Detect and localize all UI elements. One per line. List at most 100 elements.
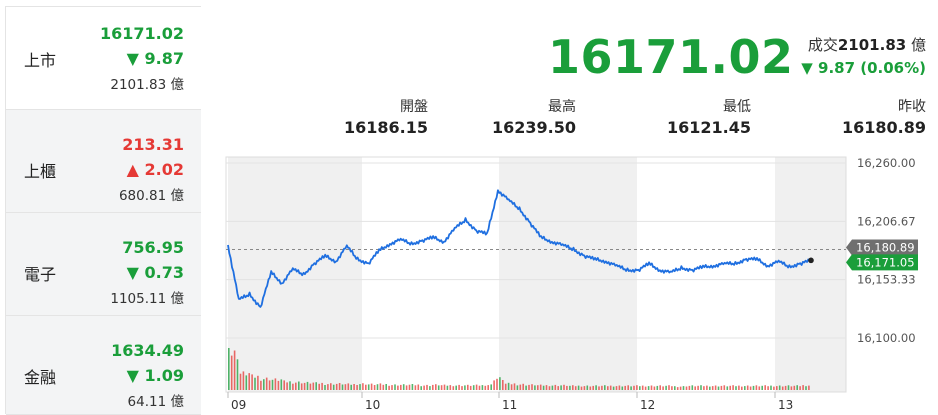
volume-bar [274, 378, 277, 390]
volume-bar [741, 386, 743, 390]
volume-bar [379, 383, 382, 390]
volume-bar [720, 385, 723, 390]
market-row-2[interactable]: 電子 756.95 ▼ 0.73 1105.11 億 [6, 213, 201, 316]
volume-bar [685, 386, 688, 390]
volume-bar [335, 383, 338, 390]
market-price: 16171.02 [99, 24, 184, 43]
volume-bar [691, 385, 694, 390]
volume-bar [429, 386, 431, 390]
volume-bar [586, 385, 589, 390]
volume-bar [531, 384, 533, 390]
volume-bar [496, 378, 498, 390]
stat-prev-close-value: 16180.89 [841, 118, 926, 137]
volume-bar [472, 385, 475, 390]
prev-close-tag: 16,180.89 [846, 239, 918, 256]
volume-bar [522, 383, 524, 390]
volume-bar [618, 385, 621, 390]
volume-bar [805, 386, 807, 390]
volume-bar [755, 385, 758, 390]
volume-bar [784, 385, 787, 390]
market-volume: 680.81 億 [118, 188, 184, 204]
volume-bar [682, 386, 685, 390]
volume-bar [475, 384, 478, 390]
market-change-value: 0.73 [144, 263, 184, 282]
last-price-dot [808, 257, 814, 264]
volume-bar [341, 384, 344, 390]
turnover-label: 成交 [807, 36, 838, 54]
market-change-value: 1.09 [144, 366, 184, 385]
stat-low: 最低 16121.45 [667, 96, 751, 137]
volume-bar [528, 384, 530, 390]
volume-bar [639, 386, 641, 390]
volume-bar [467, 384, 469, 390]
last-price-tag-text: 16,171.05 [856, 255, 915, 269]
volume-bar [580, 386, 583, 390]
volume-bar [330, 383, 332, 390]
volume-bar [726, 386, 729, 390]
volume-bar [778, 385, 781, 390]
volume-bar [662, 386, 664, 390]
volume-bar [545, 385, 548, 390]
volume-bar [493, 380, 495, 390]
market-row-3[interactable]: 金融 1634.49 ▼ 1.09 64.11 億 [6, 316, 201, 415]
volume-bar [525, 385, 527, 390]
volume-bar [709, 386, 711, 390]
volume-bar [767, 386, 769, 390]
volume-bar [268, 380, 271, 390]
volume-bar [507, 382, 510, 390]
volume-bar [324, 385, 326, 390]
stat-high-label: 最高 [548, 99, 576, 115]
market-change-arrow: ▼ [126, 49, 139, 68]
volume-bar [601, 385, 603, 390]
volume-bar [554, 384, 557, 390]
volume-bar [382, 384, 385, 390]
market-change-value: 2.02 [144, 160, 184, 179]
y-tick-label: 16,100.00 [857, 331, 916, 345]
volume-bar [271, 379, 274, 390]
volume-bar [370, 383, 373, 390]
volume-bar [318, 383, 320, 390]
volume-bar [676, 387, 679, 390]
y-tick-label: 16,260.00 [857, 156, 916, 170]
market-row-0[interactable]: 上市 16171.02 ▼ 9.87 2101.83 億 [6, 7, 201, 110]
volume-bar [400, 384, 402, 390]
volume-bar [566, 385, 568, 390]
volume-bar [437, 385, 440, 390]
volume-bar [764, 385, 766, 390]
volume-bar [577, 385, 580, 390]
volume-bar [411, 384, 414, 390]
volume-bar [574, 386, 577, 390]
volume-bar [633, 385, 635, 390]
volume-bar [362, 383, 364, 390]
x-tick-label: 12 [640, 398, 655, 412]
volume-bar [796, 385, 798, 390]
market-name: 金融 [24, 368, 57, 387]
volume-bar [674, 386, 676, 390]
stat-open: 開盤 16186.15 [344, 96, 428, 137]
volume-bar [257, 375, 259, 390]
turnover: 成交2101.83 億 [808, 34, 926, 55]
volume-bar [280, 379, 283, 390]
volume-bar [385, 384, 387, 390]
volume-bar [589, 386, 592, 390]
volume-bar [405, 385, 408, 390]
x-tick-label: 11 [502, 398, 517, 412]
stat-high-value: 16239.50 [491, 118, 576, 137]
volume-bar [408, 384, 411, 390]
volume-bar [367, 384, 370, 390]
turnover-value: 2101.83 [837, 36, 907, 54]
volume-bar [365, 384, 367, 390]
volume-bar [787, 385, 790, 390]
market-row-1[interactable]: 上櫃 213.31 ▲ 2.02 680.81 億 [6, 110, 201, 213]
volume-bar [469, 385, 472, 390]
market-volume: 64.11 億 [127, 394, 184, 410]
volume-bar [248, 373, 250, 390]
volume-bar [414, 385, 417, 390]
x-tick-label: 09 [231, 398, 246, 412]
volume-bar [236, 359, 239, 390]
stat-prev-close-label: 昨收 [898, 99, 926, 115]
y-tick-label: 16,206.67 [857, 214, 916, 228]
volume-bar [752, 385, 755, 390]
x-tick-label: 10 [365, 398, 380, 412]
